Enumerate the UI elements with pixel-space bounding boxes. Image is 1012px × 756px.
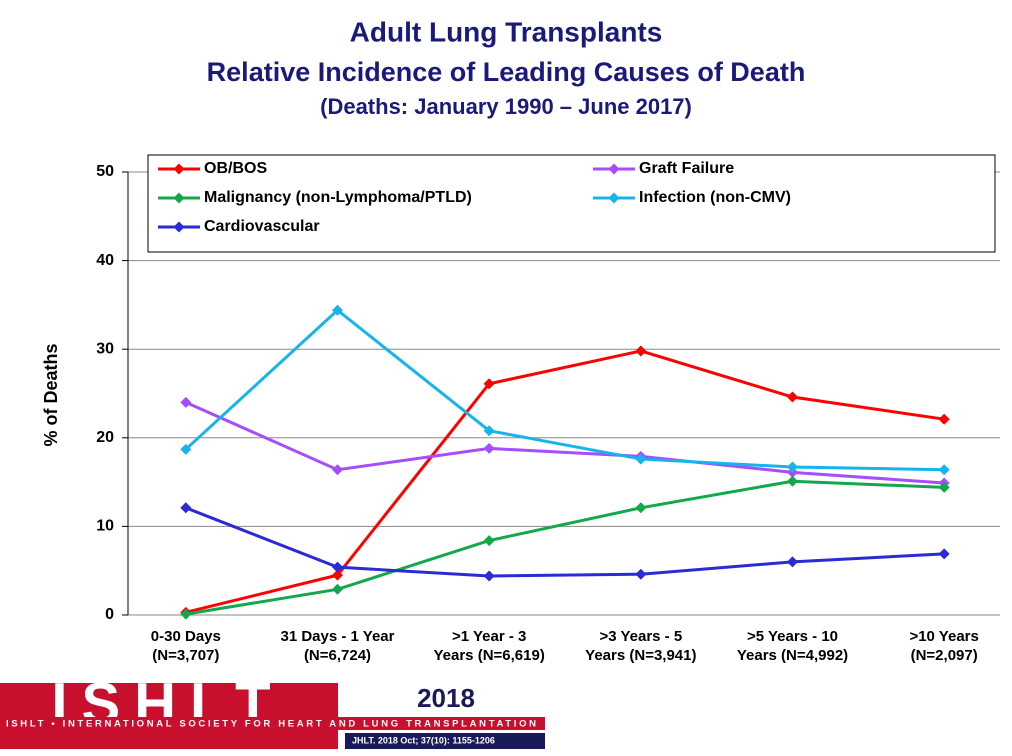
x-tick-label: >5 Years - 10 Years (N=4,992) xyxy=(736,628,849,664)
data-point xyxy=(332,583,343,595)
data-point xyxy=(635,453,647,465)
data-point xyxy=(635,502,647,514)
y-tick-label: 40 xyxy=(96,252,114,269)
data-point xyxy=(938,464,950,476)
chart-period: (Deaths: January 1990 – June 2017) xyxy=(320,94,692,119)
chart-subtitle: Relative Incidence of Leading Causes of … xyxy=(207,57,806,87)
data-point xyxy=(938,481,950,493)
data-point xyxy=(938,413,950,425)
logo-citation-box xyxy=(345,733,545,749)
y-tick-label: 10 xyxy=(96,518,114,535)
x-tick-label: 31 Days - 1 Year (N=6,724) xyxy=(280,628,395,664)
legend-marker xyxy=(173,221,185,233)
chart-title: Adult Lung Transplants xyxy=(350,16,663,47)
data-point xyxy=(332,569,343,581)
data-point xyxy=(180,396,192,408)
y-axis-label: % of Deaths xyxy=(41,343,61,446)
legend-marker xyxy=(608,163,620,175)
series-line xyxy=(185,349,945,614)
legend-marker xyxy=(608,192,620,204)
data-point xyxy=(787,556,798,568)
legend-label: Graft Failure xyxy=(639,160,734,177)
data-point xyxy=(635,568,647,580)
data-point xyxy=(332,464,343,476)
logo-block xyxy=(0,683,338,749)
data-point xyxy=(332,304,343,316)
data-point xyxy=(483,442,495,454)
data-point xyxy=(180,443,192,455)
data-point xyxy=(483,535,495,547)
y-tick-label: 50 xyxy=(96,163,114,180)
data-point xyxy=(787,475,798,487)
data-point xyxy=(787,461,798,473)
data-point xyxy=(787,391,798,403)
legend-label: OB/BOS xyxy=(204,160,267,177)
legend-marker xyxy=(173,163,185,175)
data-point xyxy=(483,570,495,582)
data-point xyxy=(332,561,343,573)
y-tick-label: 0 xyxy=(105,606,114,623)
x-tick-label: >1 Year - 3 Years (N=6,619) xyxy=(433,628,545,664)
data-point xyxy=(483,425,495,437)
data-point xyxy=(938,548,950,560)
series-line xyxy=(185,400,945,485)
series-line xyxy=(185,479,945,616)
y-tick-label: 30 xyxy=(96,340,114,357)
x-tick-label: 0-30 Days (N=3,707) xyxy=(150,628,221,664)
series-line xyxy=(185,506,945,578)
data-point xyxy=(180,502,192,514)
logo-citation: JHLT. 2018 Oct; 37(10): 1155-1206 xyxy=(352,735,495,745)
legend-label: Infection (non-CMV) xyxy=(639,189,791,206)
legend-label: Cardiovascular xyxy=(204,218,320,235)
logo-year: 2018 xyxy=(417,683,475,713)
x-tick-label: >10 Years (N=2,097) xyxy=(909,628,979,664)
legend-box xyxy=(147,154,996,253)
data-point xyxy=(180,608,192,620)
legend-label: Malignancy (non-Lymphoma/PTLD) xyxy=(204,189,472,206)
logo-band xyxy=(0,717,545,730)
series-line xyxy=(184,308,945,472)
data-point xyxy=(483,378,495,390)
data-point xyxy=(635,345,647,357)
y-tick-label: 20 xyxy=(96,429,114,446)
legend-marker xyxy=(173,192,185,204)
x-tick-label: >3 Years - 5 Years (N=3,941) xyxy=(585,628,697,664)
